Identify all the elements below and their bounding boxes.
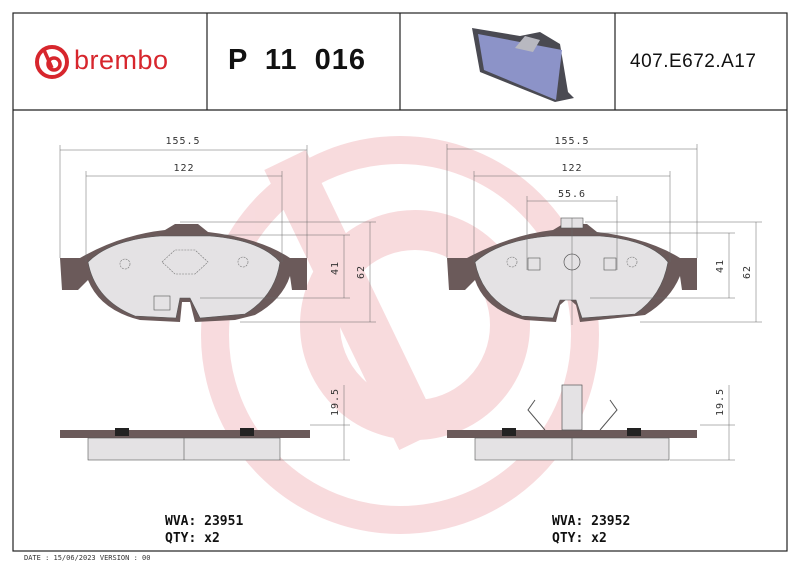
right-dimension-lines: [446, 144, 762, 461]
left-dim-width-inner: 122: [173, 163, 194, 174]
reference-number: 407.E672.A17: [630, 51, 757, 72]
left-dimension-lines: [59, 145, 376, 461]
right-dim-width-total: 155.5: [554, 136, 589, 147]
left-dim-thickness: 19.5: [330, 388, 341, 416]
left-wva: WVA: 23951: [165, 514, 244, 529]
brand-name: brembo: [74, 45, 169, 75]
right-pad-side: [447, 384, 697, 461]
left-dim-width-total: 155.5: [165, 136, 200, 147]
right-wva: WVA: 23952: [552, 514, 631, 529]
right-dim-width-inner: 122: [561, 163, 582, 174]
footer-date-version: DATE : 15/06/2023 VERSION : 00: [24, 554, 151, 562]
right-dim-height-total: 62: [742, 265, 753, 279]
right-dim-width-center: 55.6: [558, 189, 586, 200]
brembo-watermark: [201, 136, 599, 534]
left-pad-front: [60, 224, 307, 322]
right-qty: QTY: x2: [552, 531, 607, 546]
right-dim-height-inner: 41: [715, 259, 726, 273]
product-image: [472, 28, 574, 102]
brembo-logo-icon: [35, 45, 69, 79]
left-dim-height-inner: 41: [330, 261, 341, 275]
right-dim-thickness: 19.5: [715, 388, 726, 416]
left-pad-side: [60, 428, 310, 461]
frame: [12, 12, 788, 552]
left-dim-height-total: 62: [356, 265, 367, 279]
left-qty: QTY: x2: [165, 531, 220, 546]
part-number: P 11 016: [228, 44, 366, 76]
